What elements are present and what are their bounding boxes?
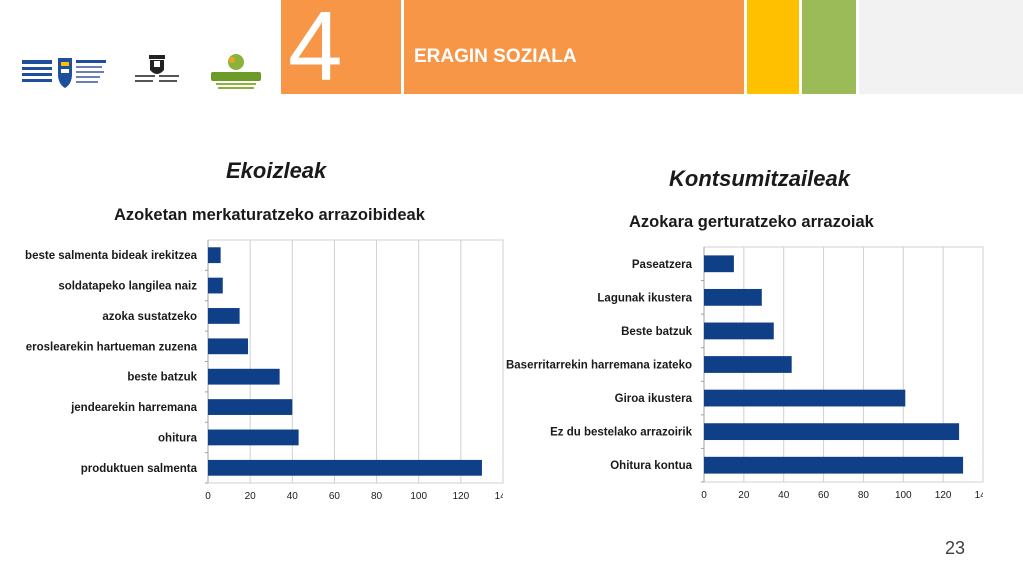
bar <box>704 389 906 407</box>
x-tick-label: 140 <box>975 490 992 501</box>
gipuzkoa-foru-aldundia-logo <box>22 58 106 88</box>
section-number-band <box>281 0 401 94</box>
category-label: Lagunak ikustera <box>597 292 692 304</box>
producers-heading: Ekoizleak <box>226 158 327 183</box>
category-label: Ohitura kontua <box>610 460 692 472</box>
category-label: soldatapeko langilea naiz <box>58 281 197 293</box>
x-tick-label: 100 <box>895 490 912 501</box>
category-label: azoka sustatzeko <box>102 311 197 323</box>
bar <box>704 288 762 306</box>
consumers-heading: Kontsumitzaileak <box>669 166 850 191</box>
category-label: ohitura <box>158 432 198 444</box>
category-label: jendearekin harremana <box>70 402 198 414</box>
header-accent-yellow <box>747 0 799 94</box>
x-tick-label: 20 <box>245 491 257 502</box>
x-tick-label: 120 <box>935 490 952 501</box>
category-label: produktuen salmenta <box>81 463 198 475</box>
x-tick-label: 80 <box>858 490 870 501</box>
bar <box>704 423 960 441</box>
category-label: Ez du bestelako arrazoirik <box>550 427 692 439</box>
x-tick-label: 60 <box>818 490 830 501</box>
section-number: 4 <box>288 0 343 101</box>
category-label: Giroa ikustera <box>615 393 693 405</box>
bar <box>704 255 734 273</box>
section-title: ERAGIN SOZIALA <box>414 46 577 67</box>
header-accent-grey <box>859 0 1023 94</box>
ehu-upv-logo <box>135 55 179 82</box>
bar <box>208 399 293 415</box>
x-tick-label: 80 <box>371 491 383 502</box>
x-tick-label: 0 <box>701 490 707 501</box>
bar <box>208 368 280 385</box>
section-title-band <box>404 0 744 94</box>
bar <box>704 356 792 373</box>
x-tick-label: 120 <box>453 491 470 502</box>
x-tick-label: 140 <box>495 491 512 502</box>
category-label: beste batzuk <box>127 372 197 384</box>
bar <box>208 308 240 324</box>
bar <box>704 322 774 340</box>
bar <box>208 247 221 264</box>
landaola-logo <box>211 54 261 89</box>
category-label: eroslearekin hartueman zuzena <box>26 341 198 353</box>
category-label: beste salmenta bideak irekitzea <box>25 250 198 262</box>
chart-title: Azoketan merkaturatzeko arrazoibideak <box>114 206 425 224</box>
category-label: Baserritarrekin harremana izateko <box>506 360 692 372</box>
x-tick-label: 40 <box>287 491 299 502</box>
x-tick-label: 20 <box>738 490 750 501</box>
bar <box>208 338 249 355</box>
page-number: 23 <box>944 538 965 558</box>
bar <box>208 459 482 476</box>
bar <box>208 429 299 446</box>
x-tick-label: 0 <box>205 491 211 502</box>
category-label: Paseatzera <box>632 259 693 271</box>
category-label: Beste batzuk <box>621 326 693 338</box>
bar <box>208 277 223 294</box>
x-tick-label: 60 <box>329 491 341 502</box>
chart-title: Azokara gerturatzeko arrazoiak <box>629 213 874 231</box>
x-tick-label: 100 <box>410 491 427 502</box>
header-accent-green <box>802 0 856 94</box>
x-tick-label: 40 <box>778 490 790 501</box>
bar <box>704 456 964 474</box>
